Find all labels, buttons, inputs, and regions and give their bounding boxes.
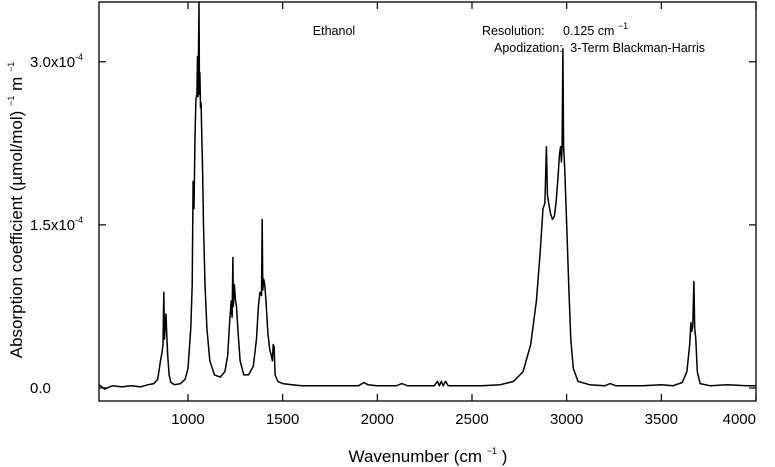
x-axis-ticks: 1000 1500 2000 2500 3000 3500 4000 (171, 2, 757, 428)
apodization-value: 3-Term Blackman-Harris (570, 41, 705, 55)
x-axis-label-suffix: ) (502, 447, 508, 466)
y-axis-label-unit: m (7, 77, 26, 91)
x-tick-label: 2500 (455, 411, 488, 428)
spectrum-line (98, 1, 756, 390)
apodization-label: Apodization: (494, 41, 563, 55)
y-tick-label: 3.0x10-4 (30, 52, 83, 71)
y-tick-label: 1.5x10-4 (30, 215, 83, 234)
plot-frame (98, 1, 757, 402)
x-tick-label: 3000 (550, 411, 583, 428)
resolution-exponent: −1 (618, 21, 628, 31)
y-axis-label: Absorption coefficient (µmol/mol) −1 m −… (0, 62, 26, 359)
x-axis-label-exponent: −1 (487, 446, 497, 456)
y-tick-label-text: 3.0x10 (30, 54, 75, 71)
y-tick-label-exponent: -4 (75, 52, 83, 62)
apodization-annotation: Apodization: 3-Term Blackman-Harris (494, 41, 705, 55)
resolution-value: 0.125 cm (563, 24, 614, 38)
x-tick-label: 2000 (361, 411, 394, 428)
x-tick-label: 1000 (171, 411, 204, 428)
x-axis-label-text: Wavenumber (cm (349, 447, 483, 466)
y-axis-ticks: 0.01.5x10-43.0x10-4 (30, 52, 756, 397)
y-axis-label-exponent-1: −1 (6, 96, 16, 106)
x-axis-label: Wavenumber (cm −1 ) (349, 439, 508, 466)
series-layer (98, 1, 756, 390)
y-axis-label-text: Absorption coefficient (µmol/mol) (7, 111, 26, 359)
x-tick-label: 4000 (723, 411, 756, 428)
y-tick-label-exponent: -4 (75, 215, 83, 225)
resolution-label: Resolution: (482, 24, 545, 38)
y-tick-label-text: 0.0 (30, 380, 51, 397)
y-tick-label-text: 1.5x10 (30, 217, 75, 234)
chart-title: Ethanol (313, 24, 355, 38)
y-tick-label: 0.0 (30, 380, 51, 397)
x-tick-label: 1500 (266, 411, 299, 428)
x-tick-label: 3500 (645, 411, 678, 428)
y-axis-label-exponent-2: −1 (6, 62, 16, 72)
resolution-annotation: Resolution: 0.125 cm −1 (482, 21, 628, 38)
